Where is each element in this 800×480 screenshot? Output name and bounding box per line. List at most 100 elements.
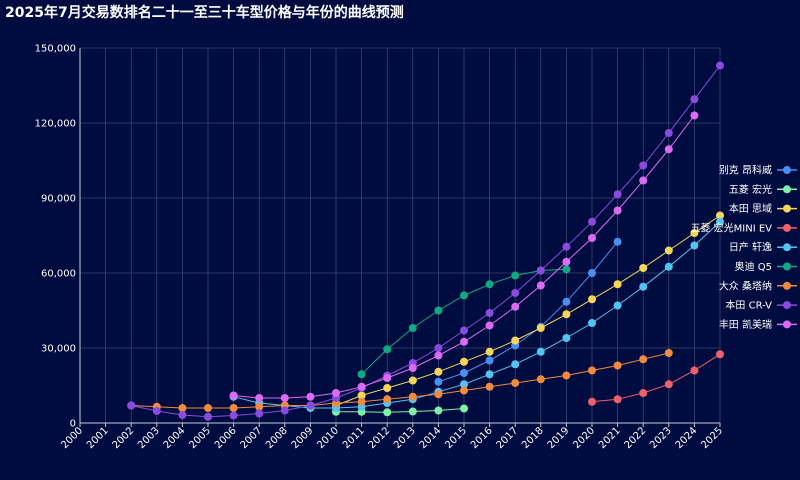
series-9-point	[229, 391, 238, 400]
x-tick-label: 2014	[418, 425, 444, 451]
series-3-point	[588, 295, 596, 304]
series-8-line	[131, 65, 721, 418]
x-tick-label: 2002	[111, 425, 137, 451]
x-tick-label: 2016	[469, 425, 495, 451]
series-8-point	[536, 266, 545, 275]
series-9-point	[562, 257, 571, 266]
series-9-point	[408, 364, 417, 372]
x-tick-label: 2012	[367, 425, 393, 451]
series-5-point	[588, 319, 596, 327]
legend-item-9-swatch-dot	[783, 320, 791, 329]
series-6-point	[485, 280, 494, 289]
x-tick-label: 2015	[443, 425, 469, 451]
series-8-point	[613, 190, 622, 199]
legend-item-5-label: 日产 轩逸	[729, 241, 772, 254]
legend-item-9-label: 丰田 凯美瑞	[719, 318, 772, 331]
x-tick-label: 2011	[341, 425, 367, 451]
legend-item-1-swatch-dot	[783, 166, 791, 174]
series-9-point	[460, 337, 468, 346]
series-8-point	[716, 61, 724, 70]
series-7-line	[131, 352, 669, 409]
series-7-point	[536, 375, 545, 384]
y-tick-label: 120,000	[35, 119, 76, 130]
series-9-point	[434, 351, 443, 360]
series-9-point	[485, 321, 494, 330]
x-tick-label: 2003	[136, 425, 162, 451]
x-tick-label: 2006	[213, 425, 239, 451]
series-8-point	[460, 326, 468, 335]
legend-item-3-label: 本田 思域	[729, 202, 772, 215]
legend-item-8-swatch-dot	[783, 301, 791, 310]
series-3-point	[639, 264, 648, 272]
series-6-point	[434, 306, 443, 315]
x-tick-label: 2007	[239, 425, 265, 451]
series-7-point	[460, 386, 468, 395]
series-9-point	[613, 206, 622, 215]
series-4-point	[690, 366, 699, 375]
y-tick-label: 30,000	[41, 344, 76, 355]
x-tick-label: 2018	[520, 425, 546, 451]
series-8-point	[229, 411, 238, 420]
series-8-point	[178, 411, 187, 419]
series-9-point	[357, 382, 366, 391]
series-2-point	[460, 404, 468, 413]
x-tick-label: 2020	[571, 425, 597, 451]
series-8-point	[511, 289, 520, 297]
y-tick-label: 60,000	[41, 269, 76, 280]
series-6-point	[562, 265, 571, 274]
x-tick-label: 2023	[648, 425, 674, 451]
series-4-point	[716, 350, 724, 359]
series-3-point	[383, 384, 392, 392]
series-3-point	[562, 310, 571, 319]
legend-item-7-swatch-dot	[783, 281, 791, 290]
x-tick-label: 2013	[392, 425, 418, 451]
series-9-point	[255, 394, 264, 402]
series-7-point	[485, 382, 494, 391]
legend-item-3-swatch-dot	[783, 204, 791, 213]
series-4-line	[591, 353, 721, 403]
legend-item-2-label: 五菱 宏光	[729, 183, 772, 196]
series-1-point	[485, 356, 494, 365]
x-tick-label: 2017	[495, 425, 521, 451]
series-4-point	[613, 395, 622, 404]
series-3-point	[511, 336, 520, 345]
series-8-point	[690, 95, 699, 104]
x-tick-label: 2009	[290, 425, 316, 451]
series-2-line	[336, 408, 465, 413]
legend-item-1-label: 别克 昂科威	[719, 164, 772, 177]
series-8-point	[306, 401, 315, 410]
series-6-point	[383, 345, 392, 354]
x-tick-label: 2005	[187, 425, 213, 451]
series-1-point	[613, 237, 622, 246]
series-5-point	[613, 301, 622, 310]
series-5-point	[716, 217, 724, 226]
series-2-point	[383, 408, 392, 417]
legend-item-4-label: 五菱 宏光MINI EV	[690, 221, 772, 234]
series-7-point	[562, 371, 571, 380]
series-3-point	[664, 246, 673, 255]
series-5-point	[664, 262, 673, 271]
series-9-point	[536, 281, 545, 290]
series-8-point	[152, 407, 161, 415]
series-5-point	[485, 370, 494, 379]
x-tick-label: 2004	[162, 425, 188, 451]
series-6-point	[357, 370, 366, 379]
legend-item-6-swatch-dot	[783, 262, 791, 271]
series-5-point	[562, 334, 571, 342]
series-1-point	[562, 297, 571, 306]
series-7-point	[613, 361, 622, 370]
series-8-point	[588, 217, 596, 226]
series-8-point	[204, 412, 212, 421]
series-3-line	[335, 215, 721, 406]
series-9-point	[332, 389, 340, 397]
legend-item-8-label: 本田 CR-V	[725, 299, 772, 312]
series-4-point	[664, 380, 673, 389]
x-tick-label: 2008	[264, 425, 290, 451]
series-3-point	[536, 324, 545, 332]
series-5-point	[536, 347, 545, 356]
series-8-point	[280, 406, 289, 415]
series-2-point	[434, 406, 443, 415]
series-1-point	[434, 377, 443, 386]
series-9-point	[588, 234, 596, 242]
